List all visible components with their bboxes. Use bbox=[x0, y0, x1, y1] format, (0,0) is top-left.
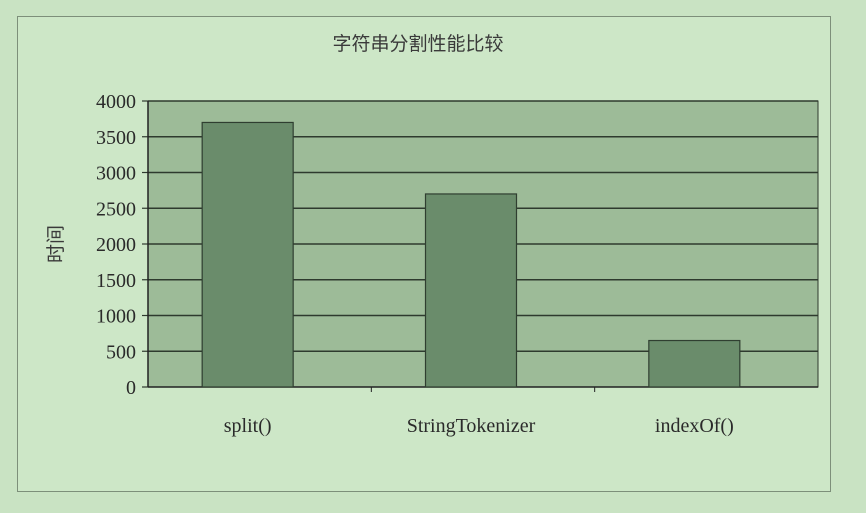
y-tick-label: 1000 bbox=[96, 306, 136, 328]
y-tick-label: 0 bbox=[126, 377, 136, 399]
y-tick-label: 500 bbox=[106, 341, 136, 363]
y-tick-label: 2000 bbox=[96, 234, 136, 256]
bar-1 bbox=[201, 121, 294, 388]
chart-title: 字符串分割性能比较 bbox=[332, 33, 503, 55]
x-tick-label: indexOf() bbox=[655, 415, 734, 437]
y-tick-label: 4000 bbox=[96, 91, 136, 113]
x-tick-label: StringTokenizer bbox=[407, 415, 536, 437]
y-tick-label: 3500 bbox=[96, 127, 136, 149]
y-tick-label: 3000 bbox=[96, 163, 136, 185]
y-tick-label: 1500 bbox=[96, 270, 136, 292]
bar-3 bbox=[648, 339, 741, 388]
bar-2 bbox=[424, 193, 518, 388]
x-tick-label: split() bbox=[224, 415, 272, 437]
y-tick-label: 2500 bbox=[96, 198, 136, 220]
y-axis-label: 时间 bbox=[45, 225, 67, 263]
